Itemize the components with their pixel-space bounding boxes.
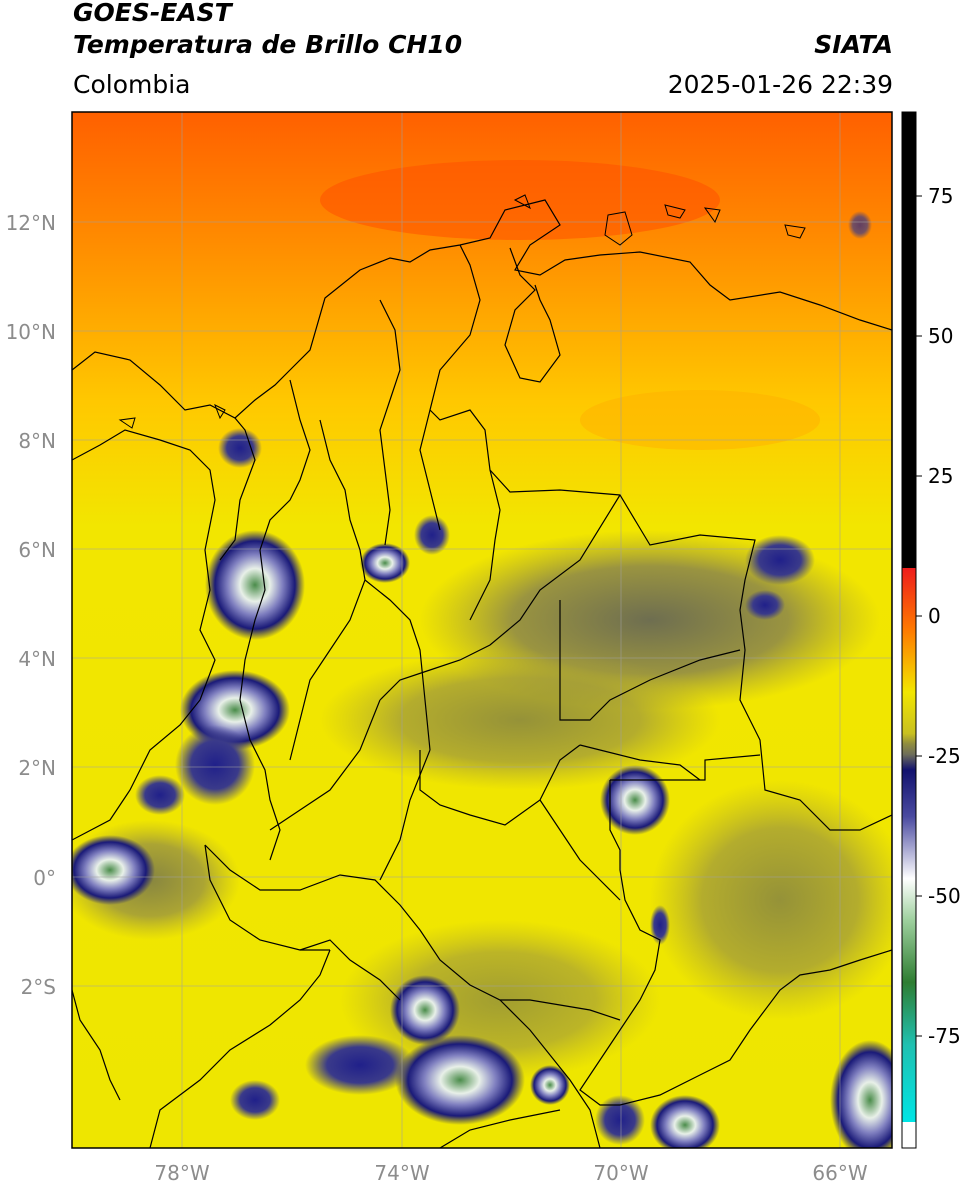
lat-label: 10°N: [6, 320, 56, 344]
map-imagery: [72, 112, 892, 1148]
brand-label: SIATA: [814, 30, 893, 59]
colorbar-gradient: [901, 111, 917, 1149]
longitude-axis: 78°W 74°W 70°W 66°W: [154, 1161, 867, 1185]
lat-label: 0°: [33, 866, 56, 890]
colorbar-tick-label: 50: [928, 324, 953, 348]
colorbar: 75 50 25 0 -25 -50 -75: [901, 111, 961, 1149]
country-borders: [72, 199, 892, 1148]
map-frame: [71, 111, 893, 1149]
colorbar-tick-label: -75: [928, 1024, 961, 1048]
lat-label: 2°N: [18, 756, 56, 780]
lat-label: 6°N: [18, 538, 56, 562]
colorbar-ticks: 75 50 25 0 -25 -50 -75: [916, 184, 961, 1048]
latitude-axis: 12°N 10°N 8°N 6°N 4°N 2°N 0° 2°S: [6, 211, 56, 999]
colorbar-tick-label: 0: [928, 604, 941, 628]
lon-label: 78°W: [154, 1161, 209, 1185]
colorbar-tick-label: -25: [928, 744, 961, 768]
lon-label: 70°W: [593, 1161, 648, 1185]
colorbar-tick-label: 25: [928, 464, 953, 488]
lat-label: 8°N: [18, 429, 56, 453]
lon-label: 66°W: [812, 1161, 867, 1185]
lon-label: 74°W: [374, 1161, 429, 1185]
lat-label: 2°S: [21, 975, 56, 999]
colorbar-tick-label: -50: [928, 884, 961, 908]
timestamp-label: 2025-01-26 22:39: [667, 70, 893, 99]
region-label: Colombia: [73, 70, 191, 99]
lat-label: 4°N: [18, 647, 56, 671]
graticule: [72, 112, 892, 1148]
colorbar-tick-label: 75: [928, 184, 953, 208]
lat-label: 12°N: [6, 211, 56, 235]
satellite-title: GOES-EAST: [73, 0, 232, 27]
product-title: Temperatura de Brillo CH10: [73, 30, 463, 59]
island-outlines: [118, 194, 806, 429]
